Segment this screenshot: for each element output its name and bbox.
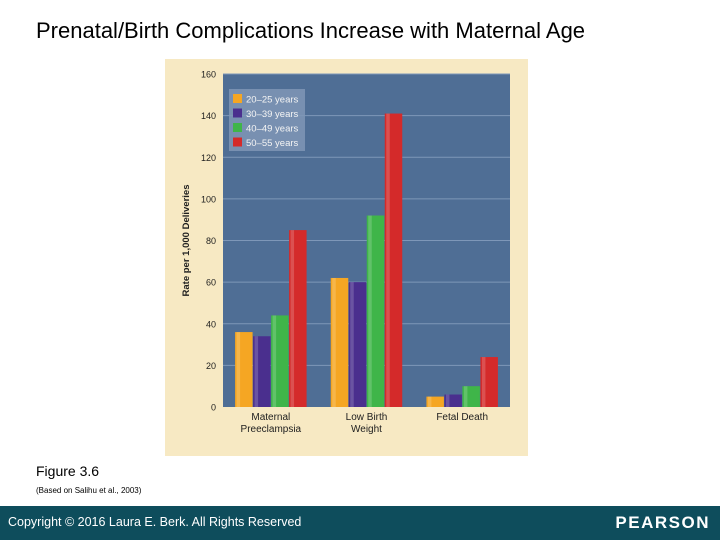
bar-highlight bbox=[481, 357, 486, 407]
footer-copyright: Copyright © 2016 Laura E. Berk. All Righ… bbox=[8, 515, 302, 529]
bar-1-1 bbox=[235, 332, 253, 407]
publisher-logo: PEARSON bbox=[615, 513, 710, 532]
y-tick-label: 40 bbox=[206, 319, 216, 329]
bar-highlight bbox=[445, 394, 450, 407]
legend-label: 40–49 years bbox=[246, 124, 299, 135]
bar-1-3 bbox=[271, 315, 289, 407]
slide-title: Prenatal/Birth Complications Increase wi… bbox=[36, 18, 586, 43]
bar-highlight bbox=[427, 396, 432, 407]
bar-highlight bbox=[386, 113, 390, 407]
figure-source-note: (Based on Salihu et al., 2003) bbox=[36, 486, 142, 495]
y-tick-label: 120 bbox=[201, 153, 216, 163]
bar-highlight bbox=[236, 332, 241, 407]
legend-swatch bbox=[233, 108, 242, 118]
y-axis-title: Rate per 1,000 Deliveries bbox=[181, 185, 192, 297]
bar-2-3 bbox=[366, 215, 385, 407]
legend-label: 50–55 years bbox=[246, 138, 299, 149]
figure-panel: 0 20 40 60 80 100 120 140 160 Rate per 1,000 Deli… bbox=[165, 59, 528, 456]
legend-label: 20–25 years bbox=[246, 95, 299, 106]
legend-swatch bbox=[233, 94, 242, 103]
bar-3-2 bbox=[444, 394, 462, 407]
bar-3-3 bbox=[462, 386, 480, 407]
y-tick-label: 100 bbox=[201, 194, 216, 204]
bar-highlight bbox=[290, 230, 295, 407]
bar-highlight bbox=[272, 315, 277, 407]
bar-2-2 bbox=[348, 282, 367, 407]
x-category-label: Low Birth bbox=[346, 412, 388, 423]
bar-2-4 bbox=[384, 113, 403, 407]
x-category-label: Maternal bbox=[251, 412, 290, 423]
bar-highlight bbox=[350, 282, 354, 407]
bar-chart: 0 20 40 60 80 100 120 140 160 Rate per 1,000 Deli… bbox=[165, 59, 528, 456]
bar-highlight bbox=[463, 386, 468, 407]
bar-1-2 bbox=[253, 336, 271, 407]
y-tick-label: 0 bbox=[211, 403, 216, 413]
y-tick-label: 20 bbox=[206, 361, 216, 371]
bar-3-4 bbox=[480, 357, 498, 407]
bar-1-4 bbox=[289, 230, 307, 407]
footer-bar: Copyright © 2016 Laura E. Berk. All Righ… bbox=[0, 506, 720, 540]
bar-highlight bbox=[368, 215, 372, 407]
legend-label: 30–39 years bbox=[246, 109, 299, 120]
legend-swatch bbox=[233, 137, 242, 147]
x-category-label: Preeclampsia bbox=[241, 424, 302, 435]
y-tick-label: 140 bbox=[201, 111, 216, 121]
bar-highlight bbox=[254, 336, 259, 407]
y-tick-label: 60 bbox=[206, 278, 216, 288]
y-tick-label: 80 bbox=[206, 236, 216, 246]
legend-swatch bbox=[233, 123, 242, 132]
bar-2-1 bbox=[330, 277, 349, 407]
x-category-label: Fetal Death bbox=[436, 412, 488, 423]
y-tick-label: 160 bbox=[201, 70, 216, 80]
x-category-label: Weight bbox=[351, 424, 382, 435]
figure-caption: Figure 3.6 bbox=[36, 463, 100, 479]
bar-highlight bbox=[332, 277, 336, 407]
bar-3-1 bbox=[426, 396, 444, 407]
